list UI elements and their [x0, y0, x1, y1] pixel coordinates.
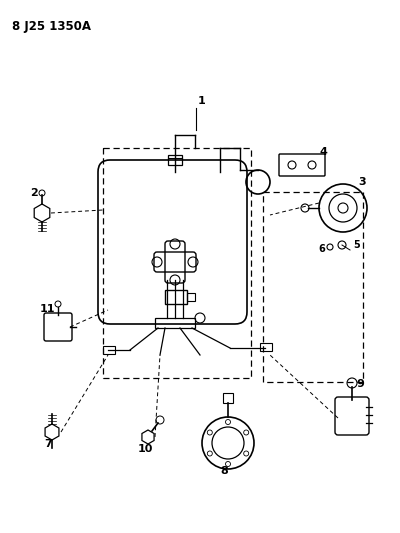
Text: 8: 8 — [220, 466, 228, 476]
Bar — [187, 293, 195, 301]
Bar — [260, 343, 272, 351]
Bar — [155, 318, 195, 328]
Bar — [223, 393, 233, 403]
Text: 10: 10 — [138, 444, 153, 454]
Bar — [168, 155, 182, 165]
Text: 5: 5 — [353, 240, 360, 250]
Bar — [103, 346, 115, 354]
Text: 4: 4 — [320, 147, 328, 157]
Text: 1: 1 — [198, 96, 206, 106]
Text: 3: 3 — [358, 177, 366, 187]
Bar — [263, 192, 363, 382]
Bar — [103, 148, 251, 378]
Text: 6: 6 — [318, 244, 325, 254]
Text: 11: 11 — [40, 304, 56, 314]
Text: 2: 2 — [30, 188, 38, 198]
Text: 8 J25 1350A: 8 J25 1350A — [12, 20, 91, 33]
Bar — [165, 290, 187, 304]
Text: 7: 7 — [44, 439, 52, 449]
Text: 9: 9 — [356, 379, 364, 389]
